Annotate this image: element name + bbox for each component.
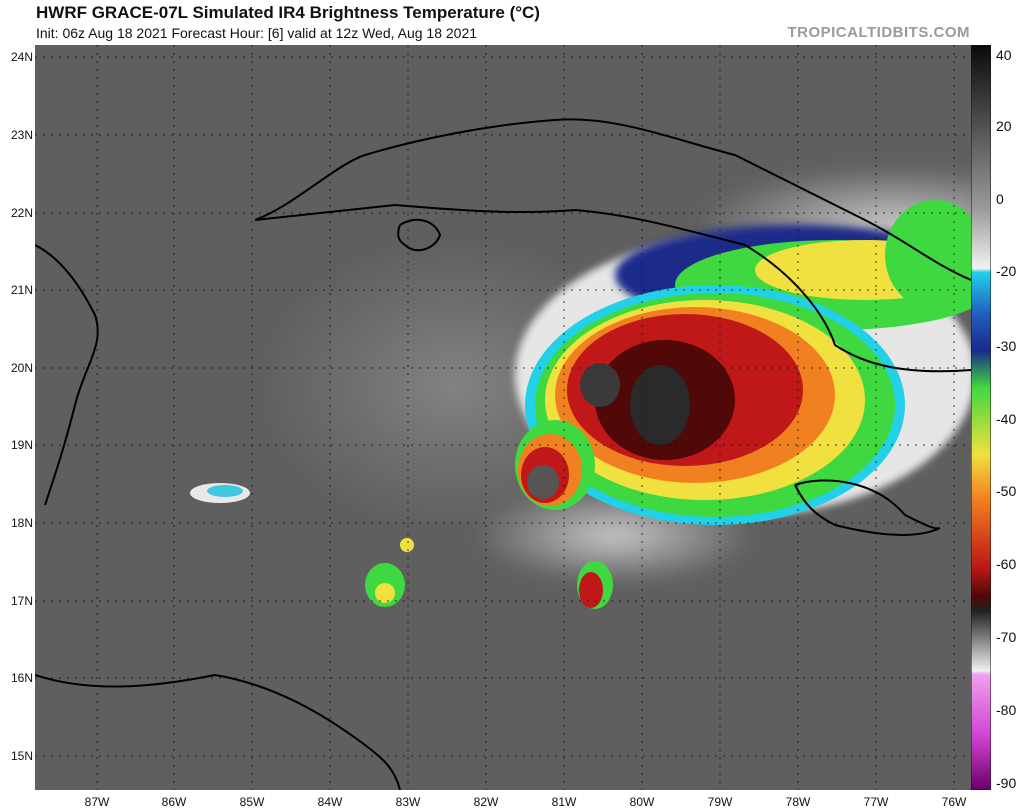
lat-label-21n: 21N	[10, 283, 33, 297]
lon-label-87w: 87W	[84, 795, 110, 809]
lon-label-76w: 76W	[941, 795, 967, 809]
lat-label-18n: 18N	[10, 516, 33, 530]
lon-label-80w: 80W	[629, 795, 655, 809]
chart-subtitle: Init: 06z Aug 18 2021 Forecast Hour: [6]…	[36, 25, 478, 41]
storm-convection	[365, 200, 971, 609]
lat-label-24n: 24N	[10, 50, 33, 64]
cuba-north-coast	[254, 118, 971, 281]
colorbar-label-40: 40	[996, 47, 1012, 63]
colorbar-label-neg50: -50	[996, 483, 1017, 499]
lon-label-84w: 84W	[317, 795, 343, 809]
isle-of-youth	[397, 218, 442, 252]
satellite-map	[35, 45, 971, 790]
chart-title: HWRF GRACE-07L Simulated IR4 Brightness …	[36, 3, 540, 22]
lat-label-22n: 22N	[10, 206, 33, 220]
brand-watermark: TROPICALTIDBITS.COM	[787, 24, 970, 41]
colorbar-label-20: 20	[996, 118, 1012, 134]
lon-label-83w: 83W	[395, 795, 421, 809]
colorbar-label-neg20: -20	[996, 263, 1017, 279]
map-svg	[35, 45, 971, 790]
cuba-south-coast	[254, 203, 971, 373]
lat-label-23n: 23N	[10, 128, 33, 142]
lon-label-77w: 77W	[863, 795, 889, 809]
lat-label-17n: 17N	[10, 594, 33, 608]
coastlines	[35, 118, 971, 790]
lon-label-82w: 82W	[473, 795, 499, 809]
colorbar-label-0: 0	[996, 191, 1004, 207]
lon-label-81w: 81W	[551, 795, 577, 809]
lat-label-16n: 16N	[10, 671, 33, 685]
lat-label-15n: 15N	[10, 749, 33, 763]
colorbar-label-neg40: -40	[996, 411, 1017, 427]
honduras-coast	[35, 673, 401, 790]
lon-label-86w: 86W	[161, 795, 187, 809]
lon-label-79w: 79W	[707, 795, 733, 809]
colorbar-label-neg80: -80	[996, 702, 1017, 718]
colorbar-label-neg60: -60	[996, 556, 1017, 572]
header: HWRF GRACE-07L Simulated IR4 Brightness …	[0, 0, 1024, 44]
colorbar-label-neg70: -70	[996, 629, 1017, 645]
colorbar-label-neg30: -30	[996, 338, 1017, 354]
jamaica-coast	[794, 479, 941, 536]
colorbar-svg	[970, 44, 992, 791]
lon-label-78w: 78W	[785, 795, 811, 809]
lat-label-20n: 20N	[10, 361, 33, 375]
lon-label-85w: 85W	[239, 795, 265, 809]
lat-label-19n: 19N	[10, 438, 33, 452]
yucatan-coast	[35, 244, 99, 506]
isolated-cloud-core	[207, 485, 243, 497]
colorbar	[970, 44, 992, 791]
colorbar-label-neg90: -90	[996, 775, 1017, 791]
